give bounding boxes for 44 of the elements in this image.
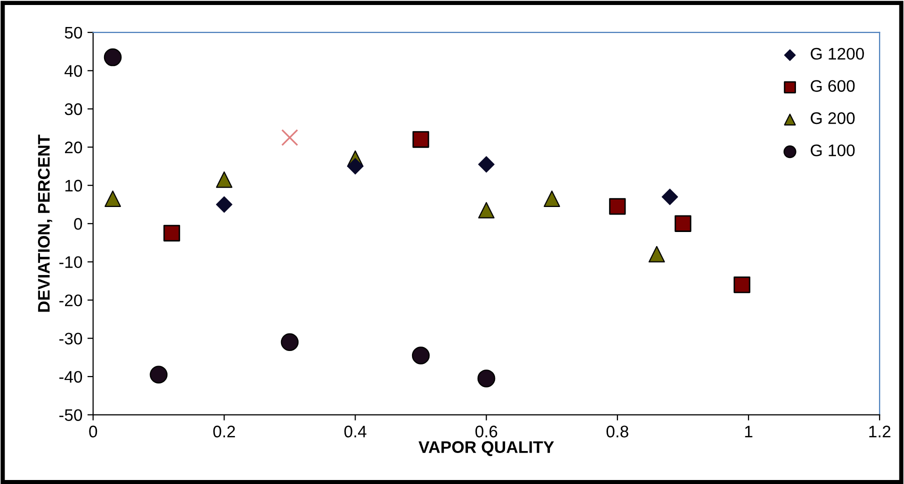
point — [478, 156, 495, 173]
point — [104, 48, 122, 66]
x-axis-title: VAPOR QUALITY — [418, 441, 554, 456]
x-tick-label: 0.6 — [475, 426, 498, 438]
y-tick-label: 0 — [74, 218, 82, 230]
y-axis-title: DEVIATION, PERCENT — [38, 134, 52, 312]
point — [104, 190, 121, 207]
point — [412, 346, 430, 364]
point — [216, 171, 232, 188]
x-tick-label: 0.8 — [606, 426, 628, 438]
y-tick-label: -10 — [59, 256, 82, 268]
x-tick-label: 0.2 — [213, 426, 235, 438]
point — [648, 246, 665, 262]
point — [216, 196, 232, 213]
point — [280, 333, 299, 352]
x-tick-label: 0.4 — [344, 426, 366, 438]
y-tick-label: -20 — [59, 294, 82, 306]
point — [662, 188, 678, 206]
point — [478, 202, 495, 218]
point — [150, 366, 168, 384]
point — [544, 190, 560, 207]
legend-label: G 1200 — [810, 48, 864, 60]
y-tick-label: -40 — [59, 370, 82, 383]
y-tick-label: 50 — [64, 26, 82, 39]
legend-label: G 600 — [810, 80, 855, 92]
y-tick-label: 30 — [64, 103, 82, 116]
y-tick-label: -30 — [59, 332, 82, 345]
point — [477, 370, 496, 388]
y-tick-label: 40 — [64, 65, 82, 77]
x-tick-label: 0 — [89, 426, 98, 438]
point — [163, 224, 180, 242]
point — [347, 158, 364, 174]
point — [674, 215, 692, 232]
point — [734, 276, 750, 294]
point — [412, 131, 430, 148]
legend-label: G 200 — [810, 112, 855, 124]
point — [281, 129, 298, 146]
x-tick-label: 1.2 — [869, 426, 890, 438]
legend-label: G 100 — [810, 144, 855, 156]
y-tick-label: 20 — [64, 142, 82, 154]
x-tick-label: 1 — [745, 426, 752, 438]
y-tick-label: -50 — [59, 409, 82, 421]
y-tick-label: 10 — [65, 180, 82, 192]
point — [609, 198, 626, 215]
